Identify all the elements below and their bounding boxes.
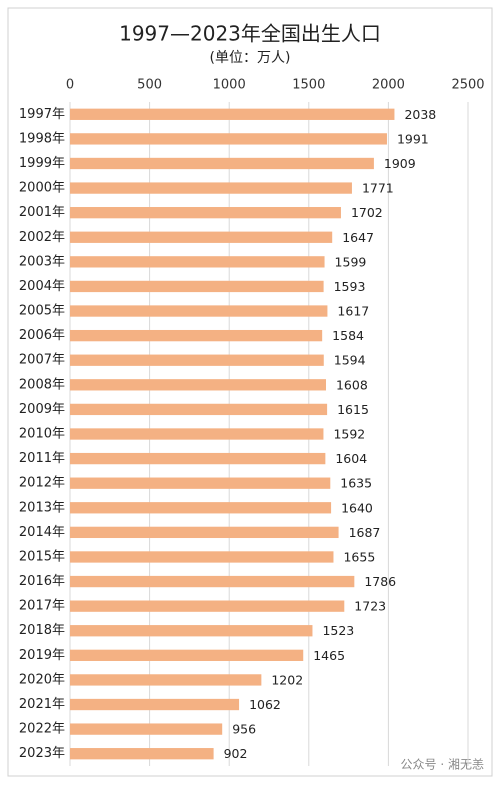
bar: [70, 723, 223, 735]
value-label: 1702: [351, 205, 383, 220]
y-tick-label: 2012年: [19, 476, 65, 491]
bar: [70, 280, 324, 293]
y-tick-label: 2022年: [19, 722, 65, 737]
y-tick-label: 2017年: [19, 599, 65, 614]
bar: [70, 108, 395, 120]
value-label: 1640: [341, 500, 373, 515]
y-tick-label: 2020年: [19, 672, 65, 687]
x-tick-label: 1000: [213, 78, 246, 93]
x-tick-label: 2500: [451, 78, 484, 93]
bar: [70, 526, 339, 539]
value-label: 902: [224, 746, 248, 761]
value-label: 1647: [342, 230, 374, 245]
y-tick-label: 2001年: [19, 205, 65, 220]
value-label: 1786: [364, 574, 396, 589]
value-label: 1771: [362, 181, 394, 196]
y-tick-label: 2015年: [19, 549, 65, 564]
y-tick-label: 1997年: [19, 107, 65, 122]
x-tick-label: 500: [137, 78, 162, 93]
bar: [70, 403, 328, 416]
value-label: 1593: [334, 279, 366, 294]
y-tick-label: 2009年: [19, 402, 65, 417]
value-label: 1599: [335, 254, 367, 269]
bar: [70, 182, 352, 194]
value-label: 1687: [349, 525, 381, 540]
value-label: 1202: [271, 672, 303, 687]
x-tick-label: 0: [66, 78, 74, 93]
chart-subtitle: (单位：万人): [210, 50, 291, 66]
value-label: 1604: [335, 451, 367, 466]
value-label: 1594: [334, 353, 366, 368]
y-tick-label: 2004年: [19, 279, 65, 294]
bar: [70, 674, 262, 686]
y-tick-label: 2006年: [19, 328, 65, 343]
bar: [70, 575, 355, 588]
bar: [70, 231, 333, 243]
bar: [70, 748, 214, 760]
value-label: 1635: [340, 476, 372, 491]
bar: [70, 600, 345, 612]
bar: [70, 477, 331, 489]
y-tick-label: 2000年: [19, 181, 65, 196]
y-tick-label: 2019年: [19, 648, 65, 663]
bar: [70, 428, 324, 440]
x-tick-label: 1500: [292, 78, 325, 93]
y-tick-label: 2002年: [19, 230, 65, 245]
y-tick-label: 2011年: [19, 451, 65, 466]
bar: [70, 133, 387, 145]
y-tick-label: 2010年: [19, 427, 65, 442]
bar: [70, 379, 326, 391]
bar: [70, 698, 240, 711]
y-tick-label: 2016年: [19, 574, 65, 589]
y-tick-label: 2007年: [19, 353, 65, 368]
y-tick-label: 2018年: [19, 623, 65, 638]
y-tick-label: 2005年: [19, 304, 65, 319]
value-label: 1723: [354, 599, 386, 614]
y-tick-label: 2021年: [19, 697, 65, 712]
bar: [70, 354, 324, 366]
value-label: 1592: [333, 427, 365, 442]
x-tick-label: 2000: [372, 78, 405, 93]
bar: [70, 329, 323, 342]
value-label: 1465: [313, 648, 345, 663]
chart-title: 1997—2023年全国出生人口: [119, 22, 381, 46]
bar: [70, 502, 332, 514]
bar: [70, 649, 304, 661]
y-tick-label: 1998年: [19, 131, 65, 146]
y-tick-label: 2003年: [19, 254, 65, 269]
bar: [70, 305, 328, 317]
watermark: 公众号 · 湘无恙: [401, 757, 484, 772]
chart-border: [7, 7, 493, 777]
value-label: 1655: [343, 549, 375, 564]
value-label: 1608: [336, 377, 368, 392]
value-label: 956: [232, 722, 256, 737]
y-tick-label: 1999年: [19, 156, 65, 171]
y-tick-label: 2023年: [19, 746, 65, 761]
bar: [70, 157, 374, 170]
bar: [70, 207, 341, 219]
bar: [70, 452, 326, 465]
y-tick-label: 2014年: [19, 525, 65, 540]
value-label: 2038: [404, 107, 436, 122]
value-label: 1062: [249, 697, 281, 712]
value-label: 1909: [384, 156, 416, 171]
value-label: 1991: [397, 131, 429, 146]
value-label: 1615: [337, 402, 369, 417]
bar: [70, 625, 313, 637]
value-label: 1523: [322, 623, 354, 638]
value-label: 1617: [337, 304, 369, 319]
bar: [70, 551, 334, 563]
bar: [70, 256, 325, 268]
value-label: 1584: [332, 328, 364, 343]
y-tick-label: 2008年: [19, 377, 65, 392]
y-tick-label: 2013年: [19, 500, 65, 515]
